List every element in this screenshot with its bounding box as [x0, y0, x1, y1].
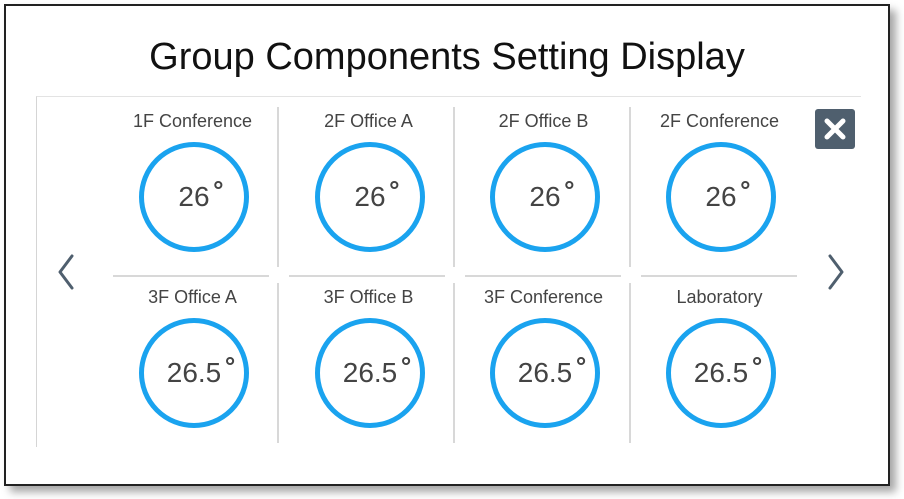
zone-tile[interactable]: 1F Conference 26 °: [105, 99, 280, 275]
temperature-value: 26.5 °: [693, 351, 763, 388]
chevron-right-icon: [828, 254, 844, 290]
dialog-title: Group Components Setting Display: [149, 36, 745, 78]
temperature-value: 26 °: [178, 175, 224, 212]
temperature-value: 26.5 °: [166, 351, 236, 388]
divider: [453, 107, 455, 267]
temperature-dial[interactable]: 26 °: [666, 142, 776, 252]
divider: [617, 96, 861, 97]
temperature-value: 26 °: [705, 175, 751, 212]
zone-tile[interactable]: 2F Conference 26 °: [632, 99, 807, 275]
divider: [641, 275, 797, 277]
divider: [465, 275, 621, 277]
temperature-dial[interactable]: 26 °: [490, 142, 600, 252]
zone-name: 1F Conference: [132, 111, 253, 131]
zone-tile[interactable]: 3F Office B 26.5 °: [281, 275, 456, 451]
temperature-dial[interactable]: 26.5 °: [315, 318, 425, 428]
temperature-dial[interactable]: 26.5 °: [490, 318, 600, 428]
zone-name: 2F Conference: [659, 111, 780, 131]
dialog-window: Group Components Setting Display: [4, 4, 890, 486]
temperature-dial[interactable]: 26 °: [139, 142, 249, 252]
temperature-dial[interactable]: 26.5 °: [139, 318, 249, 428]
close-button[interactable]: [815, 109, 855, 149]
divider: [113, 275, 269, 277]
temperature-value: 26.5 °: [342, 351, 412, 388]
zone-tile[interactable]: Laboratory 26.5 °: [632, 275, 807, 451]
zone-name: Laboratory: [676, 287, 763, 307]
divider: [277, 283, 279, 443]
zone-name: 2F Office A: [324, 111, 413, 131]
zone-tile[interactable]: 3F Office A 26.5 °: [105, 275, 280, 451]
zone-name: 3F Office B: [323, 287, 414, 307]
zone-name: 2F Office B: [498, 111, 589, 131]
zone-name: 3F Office A: [148, 287, 237, 307]
temperature-value: 26.5 °: [517, 351, 587, 388]
prev-page-button[interactable]: [51, 249, 81, 295]
zone-tile[interactable]: 2F Office B 26 °: [456, 99, 631, 275]
divider: [453, 283, 455, 443]
temperature-dial[interactable]: 26.5 °: [666, 318, 776, 428]
zone-name: 3F Conference: [483, 287, 604, 307]
divider: [277, 107, 279, 267]
zone-tile[interactable]: 3F Conference 26.5 °: [456, 275, 631, 451]
close-icon: [824, 118, 846, 140]
divider: [629, 107, 631, 267]
next-page-button[interactable]: [821, 249, 851, 295]
temperature-value: 26 °: [354, 175, 400, 212]
divider: [629, 283, 631, 443]
temperature-value: 26 °: [529, 175, 575, 212]
zone-tile[interactable]: 2F Office A 26 °: [281, 99, 456, 275]
zone-grid-panel: 1F Conference 26 ° 2F Office A 26 ° 2F Off…: [36, 96, 861, 447]
temperature-dial[interactable]: 26 °: [315, 142, 425, 252]
chevron-left-icon: [58, 254, 74, 290]
divider: [289, 275, 445, 277]
